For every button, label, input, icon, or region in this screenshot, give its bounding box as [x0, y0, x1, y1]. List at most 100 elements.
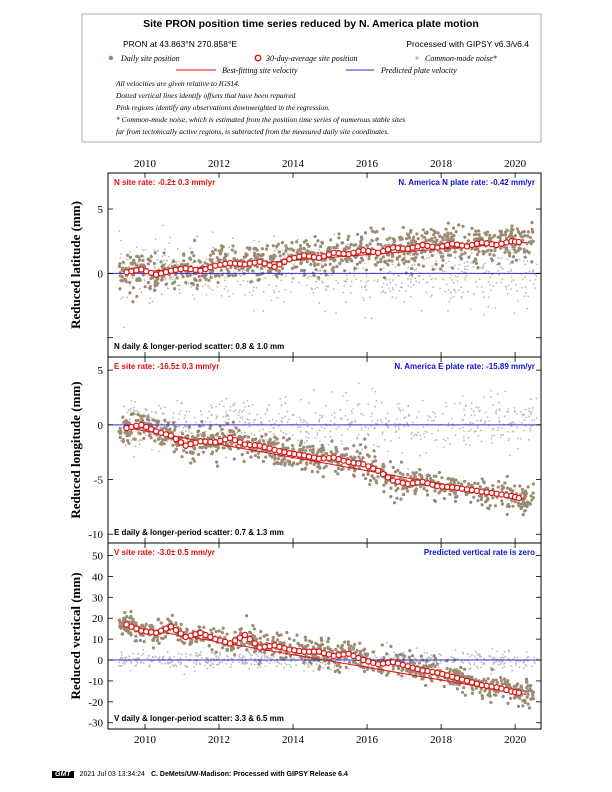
cm-noise-point	[246, 280, 249, 283]
daily-point	[486, 693, 490, 697]
cm-noise-point	[244, 421, 247, 424]
cm-noise-point	[511, 248, 513, 251]
cm-noise-point	[324, 404, 327, 407]
cm-noise-point	[224, 421, 227, 423]
cm-noise-point	[151, 448, 153, 451]
cm-noise-point	[501, 667, 504, 670]
cm-noise-point	[200, 425, 203, 428]
cm-noise-point	[406, 421, 408, 424]
cm-noise-point	[258, 429, 261, 432]
cm-noise-point	[471, 422, 474, 425]
cm-noise-point	[133, 456, 136, 458]
daily-point	[208, 258, 212, 262]
daily-point	[275, 274, 279, 279]
cm-noise-point	[513, 312, 516, 315]
cm-noise-point	[483, 262, 486, 265]
daily-point	[511, 255, 516, 259]
daily-point	[407, 236, 412, 240]
cm-noise-point	[120, 657, 122, 660]
cm-noise-point	[321, 414, 324, 417]
cm-noise-point	[135, 660, 137, 662]
cm-noise-point	[410, 285, 413, 288]
daily-point	[404, 237, 409, 241]
daily-point	[159, 260, 163, 264]
cm-noise-point	[290, 657, 293, 660]
cm-noise-point	[199, 433, 202, 435]
daily-point	[510, 260, 515, 264]
cm-noise-point	[495, 412, 498, 415]
daily-point	[516, 249, 520, 253]
cm-noise-point	[195, 663, 198, 666]
daily-point	[444, 234, 448, 238]
cm-noise-point	[128, 655, 131, 658]
daily-point	[350, 259, 354, 263]
cm-noise-point	[333, 233, 336, 236]
daily-point	[519, 502, 524, 506]
cm-noise-point	[118, 661, 121, 664]
cm-noise-point	[272, 655, 275, 658]
cm-noise-point	[447, 289, 450, 292]
cm-noise-point	[369, 296, 371, 299]
daily-point	[316, 655, 321, 660]
cm-noise-point	[495, 282, 498, 285]
cm-noise-point	[306, 277, 309, 279]
ytick-label: -10	[88, 676, 103, 688]
cm-noise-point	[527, 438, 530, 441]
daily-point	[528, 502, 532, 506]
cm-noise-point	[239, 283, 242, 286]
daily-point	[237, 428, 241, 433]
daily-point	[522, 250, 527, 254]
daily-point	[352, 642, 357, 647]
daily-point	[211, 450, 215, 454]
cm-noise-point	[425, 281, 428, 284]
cm-noise-point	[454, 275, 457, 278]
cm-noise-point	[417, 410, 420, 413]
daily-point	[446, 221, 450, 225]
daily-point	[214, 444, 218, 449]
daily-point	[273, 254, 277, 258]
daily-point	[453, 671, 457, 675]
cm-noise-point	[526, 656, 529, 659]
daily-point	[451, 266, 455, 270]
daily-point	[146, 257, 151, 262]
cm-noise-point	[362, 267, 365, 270]
daily-point	[258, 253, 262, 257]
cm-noise-point	[137, 653, 140, 655]
cm-noise-point	[367, 427, 370, 430]
cm-noise-point	[498, 660, 501, 663]
daily-point	[385, 673, 389, 677]
cm-noise-point	[206, 661, 208, 664]
cm-noise-point	[349, 285, 352, 287]
cm-noise-point	[401, 656, 404, 659]
cm-noise-point	[144, 407, 147, 410]
daily-point	[486, 677, 490, 681]
cm-noise-point	[243, 431, 246, 434]
daily-point	[442, 489, 447, 493]
daily-point	[358, 641, 362, 645]
daily-point	[120, 268, 124, 272]
cm-noise-point	[206, 416, 209, 419]
cm-noise-point	[215, 417, 218, 420]
daily-point	[344, 452, 348, 457]
cm-noise-point	[385, 278, 388, 281]
cm-noise-point	[129, 669, 132, 672]
daily-point	[242, 255, 246, 259]
daily-point	[452, 478, 456, 482]
daily-point	[425, 231, 429, 235]
site-rate-N: N site rate: -0.2± 0.3 mm/yr	[114, 178, 215, 187]
cm-noise-point	[178, 652, 180, 655]
daily-point	[121, 619, 125, 624]
cm-noise-point	[452, 281, 455, 284]
cm-noise-point	[176, 284, 179, 287]
cm-noise-point	[268, 420, 271, 422]
daily-point	[485, 230, 490, 234]
daily-point	[277, 633, 281, 638]
cm-noise-point	[241, 655, 244, 657]
daily-point	[381, 462, 385, 466]
daily-point	[331, 269, 336, 274]
daily-point	[213, 248, 218, 252]
daily-point	[117, 264, 122, 269]
cm-noise-point	[283, 666, 285, 669]
cm-noise-point	[400, 282, 403, 285]
daily-point	[204, 446, 208, 450]
